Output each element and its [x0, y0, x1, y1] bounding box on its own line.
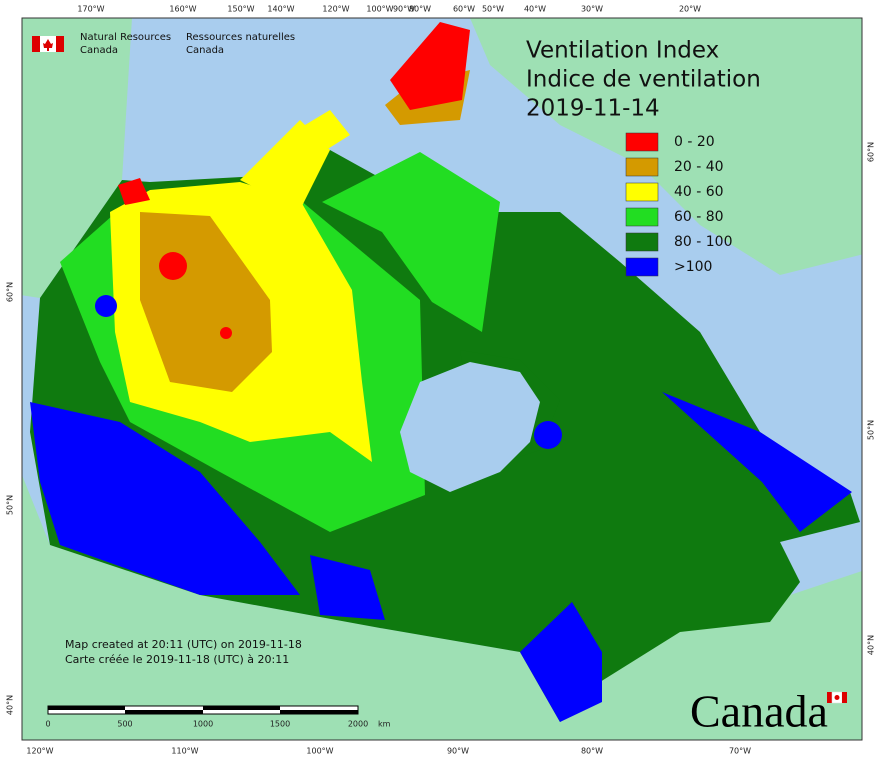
graticule-label: 90°W: [447, 747, 469, 756]
legend-label: 80 - 100: [674, 234, 733, 250]
zone-40-60: [280, 110, 350, 160]
graticule-label: 110°W: [171, 747, 198, 756]
graticule-label: 80°W: [409, 5, 431, 14]
graticule-label: 150°W: [227, 5, 254, 14]
agency-fr: Canada: [186, 45, 224, 56]
flag-bar: [842, 692, 847, 703]
legend-swatch: [625, 132, 659, 152]
scale-unit: km: [378, 720, 391, 729]
graticule-label: 40°N: [6, 695, 15, 715]
agency-fr: Ressources naturelles: [186, 32, 295, 43]
legend-swatch: [625, 257, 659, 277]
agency-en: Canada: [80, 45, 118, 56]
graticule-label: 100°W: [306, 747, 333, 756]
legend-swatch: [625, 157, 659, 177]
legend-label: 20 - 40: [674, 159, 724, 175]
zone-over-100: [662, 392, 852, 532]
graticule-label: 50°N: [867, 420, 876, 440]
graticule-label: 60°N: [6, 282, 15, 302]
scale-label: 1500: [270, 720, 290, 729]
nrcan-signature: Natural Resources Canada Ressources natu…: [32, 32, 295, 56]
graticule-label: 120°W: [26, 747, 53, 756]
scale-label: 500: [117, 720, 132, 729]
zone-over-100: [310, 555, 385, 620]
zone-over-100: [520, 602, 602, 722]
graticule-label: 80°W: [581, 747, 603, 756]
zone-over-100: [95, 295, 117, 317]
creation-note: Map created at 20:11 (UTC) on 2019-11-18: [65, 638, 302, 651]
graticule-label: 160°W: [169, 5, 196, 14]
scale-bar: [47, 705, 359, 715]
graticule-label: 120°W: [322, 5, 349, 14]
maple-leaf: [834, 695, 840, 700]
alaska: [22, 18, 132, 298]
canada-wordmark: Canada: [690, 686, 847, 737]
map-title: Ventilation Index: [526, 38, 719, 64]
zone-0-20: [118, 178, 150, 205]
legend-label: >100: [674, 259, 712, 275]
zone-over-100: [30, 402, 300, 595]
zone-0-20: [220, 327, 232, 339]
scale-segment: [48, 706, 125, 710]
graticule-label: 30°W: [581, 5, 603, 14]
zone-0-20: [159, 252, 187, 280]
zone-40-60: [329, 396, 361, 428]
zone-60-80: [322, 152, 500, 332]
wordmark: Canada: [690, 686, 828, 737]
graticule-label: 100°W: [366, 5, 393, 14]
creation-note: Carte créée le 2019-11-18 (UTC) à 20:11: [65, 653, 289, 666]
legend-label: 60 - 80: [674, 209, 724, 225]
scale-label: 0: [45, 720, 50, 729]
greenland: [470, 18, 862, 275]
legend-swatch: [625, 182, 659, 202]
agency-en: Natural Resources: [80, 32, 171, 43]
scale-segment: [125, 710, 203, 714]
scale-segment: [280, 710, 358, 714]
graticule-label: 90°W: [393, 5, 415, 14]
scale-label: 2000: [348, 720, 368, 729]
map-date: 2019-11-14: [526, 96, 660, 122]
united-states: [22, 475, 862, 740]
graticule-label: 50°W: [482, 5, 504, 14]
graticule-label: 70°W: [729, 747, 751, 756]
legend-label: 0 - 20: [674, 134, 715, 150]
graticule-label: 140°W: [267, 5, 294, 14]
zone-over-100: [534, 421, 562, 449]
zone-0-20: [390, 22, 470, 110]
map-frame: [21, 17, 863, 741]
scale-segment: [203, 706, 280, 710]
graticule-label: 20°W: [679, 5, 701, 14]
map-title: Indice de ventilation: [526, 67, 761, 93]
graticule-label: 170°W: [77, 5, 104, 14]
scale-label: 1000: [193, 720, 213, 729]
graticule-label: 60°N: [867, 142, 876, 162]
maple-leaf: [43, 39, 53, 51]
graticule-label: 40°N: [867, 635, 876, 655]
flag-bar: [32, 36, 40, 52]
graticule-label: 60°W: [453, 5, 475, 14]
flag-bar: [56, 36, 64, 52]
map-body: [22, 18, 862, 740]
ventilation-zones: [30, 22, 860, 722]
graticule-label: 50°N: [6, 495, 15, 515]
legend-swatch: [625, 232, 659, 252]
legend-label: 40 - 60: [674, 184, 724, 200]
flag-bar: [827, 692, 832, 703]
legend-swatch: [625, 207, 659, 227]
graticule-label: 40°W: [524, 5, 546, 14]
hudson-bay: [400, 362, 540, 492]
